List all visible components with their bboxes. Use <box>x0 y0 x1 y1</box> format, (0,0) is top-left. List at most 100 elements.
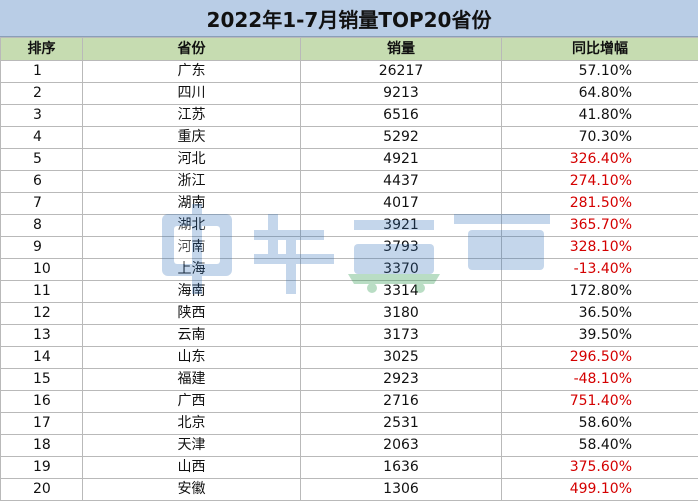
province-cell: 河北 <box>82 148 301 171</box>
table-row: 13 云南 3173 39.50% <box>0 324 698 347</box>
sales-cell: 2716 <box>300 390 502 413</box>
rank-cell: 20 <box>0 478 83 501</box>
sales-cell: 3173 <box>300 324 502 347</box>
table-row: 17 北京 2531 58.60% <box>0 412 698 435</box>
table-row: 5 河北 4921 326.40% <box>0 148 698 171</box>
yoy-cell: 375.60% <box>501 456 698 479</box>
sales-cell: 4017 <box>300 192 502 215</box>
yoy-cell: 328.10% <box>501 236 698 259</box>
sales-table: 排序 省份 销量 同比增幅 1 广东 26217 57.10% 2 四川 9213 64.80… <box>0 37 698 501</box>
sales-cell: 5292 <box>300 126 502 149</box>
table-row: 1 广东 26217 57.10% <box>0 60 698 83</box>
rank-cell: 14 <box>0 346 83 369</box>
table-row: 19 山西 1636 375.60% <box>0 456 698 479</box>
province-cell: 海南 <box>82 280 301 303</box>
sales-cell: 26217 <box>300 60 502 83</box>
rank-cell: 10 <box>0 258 83 281</box>
province-cell: 山东 <box>82 346 301 369</box>
rank-cell: 9 <box>0 236 83 259</box>
rank-cell: 15 <box>0 368 83 391</box>
rank-cell: 5 <box>0 148 83 171</box>
yoy-cell: 274.10% <box>501 170 698 193</box>
rank-cell: 19 <box>0 456 83 479</box>
rank-cell: 7 <box>0 192 83 215</box>
province-cell: 北京 <box>82 412 301 435</box>
rank-cell: 3 <box>0 104 83 127</box>
header-province: 省份 <box>82 37 301 61</box>
sales-cell: 3793 <box>300 236 502 259</box>
table-row: 2 四川 9213 64.80% <box>0 82 698 105</box>
table-row: 7 湖南 4017 281.50% <box>0 192 698 215</box>
rank-cell: 6 <box>0 170 83 193</box>
yoy-cell: -13.40% <box>501 258 698 281</box>
yoy-cell: 70.30% <box>501 126 698 149</box>
header-yoy: 同比增幅 <box>501 37 698 61</box>
rank-cell: 11 <box>0 280 83 303</box>
table-row: 9 河南 3793 328.10% <box>0 236 698 259</box>
rank-cell: 16 <box>0 390 83 413</box>
province-cell: 江苏 <box>82 104 301 127</box>
yoy-cell: 41.80% <box>501 104 698 127</box>
sales-cell: 1636 <box>300 456 502 479</box>
yoy-cell: 365.70% <box>501 214 698 237</box>
province-cell: 安徽 <box>82 478 301 501</box>
table-row: 8 湖北 3921 365.70% <box>0 214 698 237</box>
province-cell: 陕西 <box>82 302 301 325</box>
rank-cell: 2 <box>0 82 83 105</box>
sales-cell: 2923 <box>300 368 502 391</box>
rank-cell: 1 <box>0 60 83 83</box>
province-cell: 广东 <box>82 60 301 83</box>
header-rank: 排序 <box>0 37 83 61</box>
sales-cell: 6516 <box>300 104 502 127</box>
yoy-cell: 326.40% <box>501 148 698 171</box>
province-cell: 天津 <box>82 434 301 457</box>
province-cell: 浙江 <box>82 170 301 193</box>
table-row: 12 陕西 3180 36.50% <box>0 302 698 325</box>
table-title: 2022年1-7月销量TOP20省份 <box>0 0 698 37</box>
province-cell: 湖南 <box>82 192 301 215</box>
sales-cell: 4921 <box>300 148 502 171</box>
province-cell: 上海 <box>82 258 301 281</box>
table-row: 4 重庆 5292 70.30% <box>0 126 698 149</box>
sales-cell: 2531 <box>300 412 502 435</box>
table-row: 15 福建 2923 -48.10% <box>0 368 698 391</box>
yoy-cell: 57.10% <box>501 60 698 83</box>
table-body: 1 广东 26217 57.10% 2 四川 9213 64.80% 3 江苏 6516 41.80%… <box>0 60 698 501</box>
province-cell: 云南 <box>82 324 301 347</box>
yoy-cell: 172.80% <box>501 280 698 303</box>
sales-cell: 2063 <box>300 434 502 457</box>
yoy-cell: 751.40% <box>501 390 698 413</box>
sales-cell: 3025 <box>300 346 502 369</box>
rank-cell: 13 <box>0 324 83 347</box>
table-row: 18 天津 2063 58.40% <box>0 434 698 457</box>
sales-cell: 1306 <box>300 478 502 501</box>
sales-cell: 3314 <box>300 280 502 303</box>
sales-cell: 9213 <box>300 82 502 105</box>
sales-cell: 3180 <box>300 302 502 325</box>
table-row: 14 山东 3025 296.50% <box>0 346 698 369</box>
header-sales: 销量 <box>300 37 502 61</box>
table-row: 6 浙江 4437 274.10% <box>0 170 698 193</box>
province-cell: 山西 <box>82 456 301 479</box>
sales-cell: 3921 <box>300 214 502 237</box>
table-row: 10 上海 3370 -13.40% <box>0 258 698 281</box>
table-row: 3 江苏 6516 41.80% <box>0 104 698 127</box>
yoy-cell: 296.50% <box>501 346 698 369</box>
yoy-cell: 39.50% <box>501 324 698 347</box>
province-cell: 广西 <box>82 390 301 413</box>
yoy-cell: 64.80% <box>501 82 698 105</box>
header-row: 排序 省份 销量 同比增幅 <box>0 37 698 61</box>
yoy-cell: 499.10% <box>501 478 698 501</box>
province-cell: 湖北 <box>82 214 301 237</box>
province-cell: 四川 <box>82 82 301 105</box>
yoy-cell: -48.10% <box>501 368 698 391</box>
yoy-cell: 58.40% <box>501 434 698 457</box>
province-cell: 福建 <box>82 368 301 391</box>
table-row: 20 安徽 1306 499.10% <box>0 478 698 501</box>
rank-cell: 18 <box>0 434 83 457</box>
table-row: 16 广西 2716 751.40% <box>0 390 698 413</box>
province-cell: 河南 <box>82 236 301 259</box>
rank-cell: 4 <box>0 126 83 149</box>
province-cell: 重庆 <box>82 126 301 149</box>
